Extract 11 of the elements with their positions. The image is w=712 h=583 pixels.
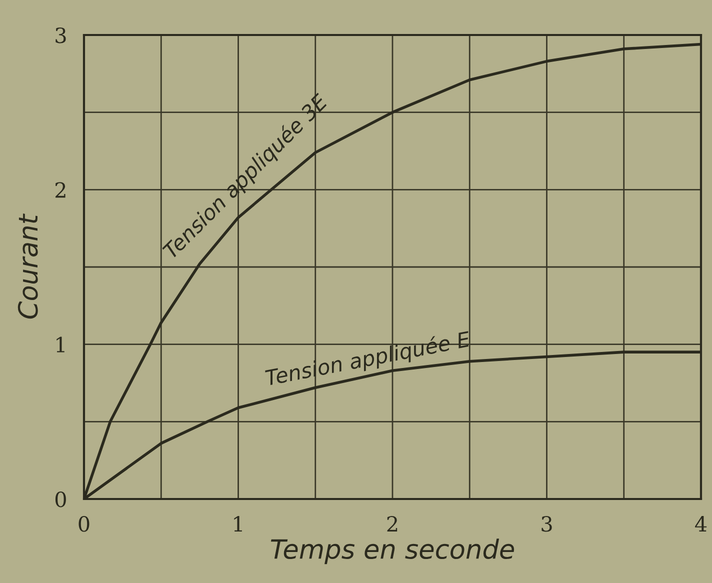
x-axis-title: Temps en seconde <box>270 538 514 564</box>
x-tick-label: 2 <box>387 516 398 532</box>
y-tick-label: 2 <box>55 182 66 198</box>
x-tick-label: 0 <box>78 516 90 532</box>
y-axis-title: Courant <box>18 213 38 319</box>
y-tick-label: 3 <box>56 27 66 44</box>
x-tick-label: 4 <box>695 516 707 532</box>
y-tick-label: 1 <box>56 336 64 352</box>
x-tick-label: 3 <box>542 516 552 532</box>
y-tick-label: 0 <box>55 491 66 508</box>
x-tick-label: 1 <box>234 516 242 532</box>
